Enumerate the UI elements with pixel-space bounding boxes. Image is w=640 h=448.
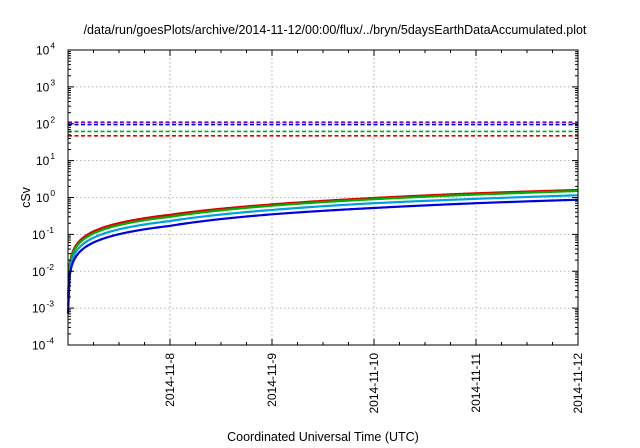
y-tick-exponent: -4 [46, 336, 54, 346]
y-tick-label: 104 [36, 41, 55, 58]
dose-series-line [66, 198, 579, 314]
x-tick-labels: 2014-11-8 2014-11-9 2014-11-10 2014-11-11 20… [163, 353, 585, 414]
x-tick-label: 2014-11-10 [367, 353, 381, 414]
y-tick-exponent: 4 [50, 41, 55, 51]
ticks [68, 49, 579, 346]
y-tick-base: 10 [36, 191, 50, 205]
y-tick-exponent: 3 [50, 77, 55, 87]
y-tick-label: 10-2 [32, 262, 54, 279]
y-tick-label: 10-3 [32, 299, 54, 316]
y-tick-base: 10 [32, 228, 46, 242]
y-tick-exponent: 2 [50, 114, 55, 124]
y-tick-base: 10 [32, 302, 46, 316]
y-tick-exponent: -2 [46, 262, 54, 272]
dose-series-line [66, 194, 579, 306]
x-tick-label: 2014-11-11 [469, 353, 483, 413]
y-tick-base: 10 [36, 117, 50, 131]
y-tick-label: 10-4 [32, 336, 54, 353]
y-tick-exponent: -1 [46, 225, 54, 235]
y-tick-label: 100 [36, 188, 55, 205]
series-layer [66, 121, 579, 314]
y-tick-base: 10 [32, 265, 46, 279]
x-tick-label: 2014-11-9 [265, 353, 279, 407]
chart-title: /data/run/goesPlots/archive/2014-11-12/0… [84, 23, 587, 37]
y-tick-base: 10 [36, 80, 50, 94]
x-tick-label: 2014-11-12 [571, 353, 585, 414]
y-tick-base: 10 [36, 154, 50, 168]
x-tick-label: 2014-11-8 [163, 353, 177, 407]
y-tick-base: 10 [32, 339, 46, 353]
y-tick-label: 101 [36, 151, 55, 168]
y-tick-base: 10 [36, 44, 50, 58]
x-axis-label: Coordinated Universal Time (UTC) [227, 430, 419, 444]
y-axis-label: cSv [19, 186, 33, 208]
y-tick-label: 103 [36, 77, 55, 94]
y-tick-exponent: 1 [50, 151, 55, 161]
y-tick-label: 102 [36, 114, 55, 131]
y-tick-label: 10-1 [32, 225, 54, 242]
dose-series-line [66, 189, 579, 299]
dose-series-line [66, 188, 579, 298]
y-tick-exponent: -3 [46, 299, 54, 309]
y-tick-exponent: 0 [50, 188, 55, 198]
